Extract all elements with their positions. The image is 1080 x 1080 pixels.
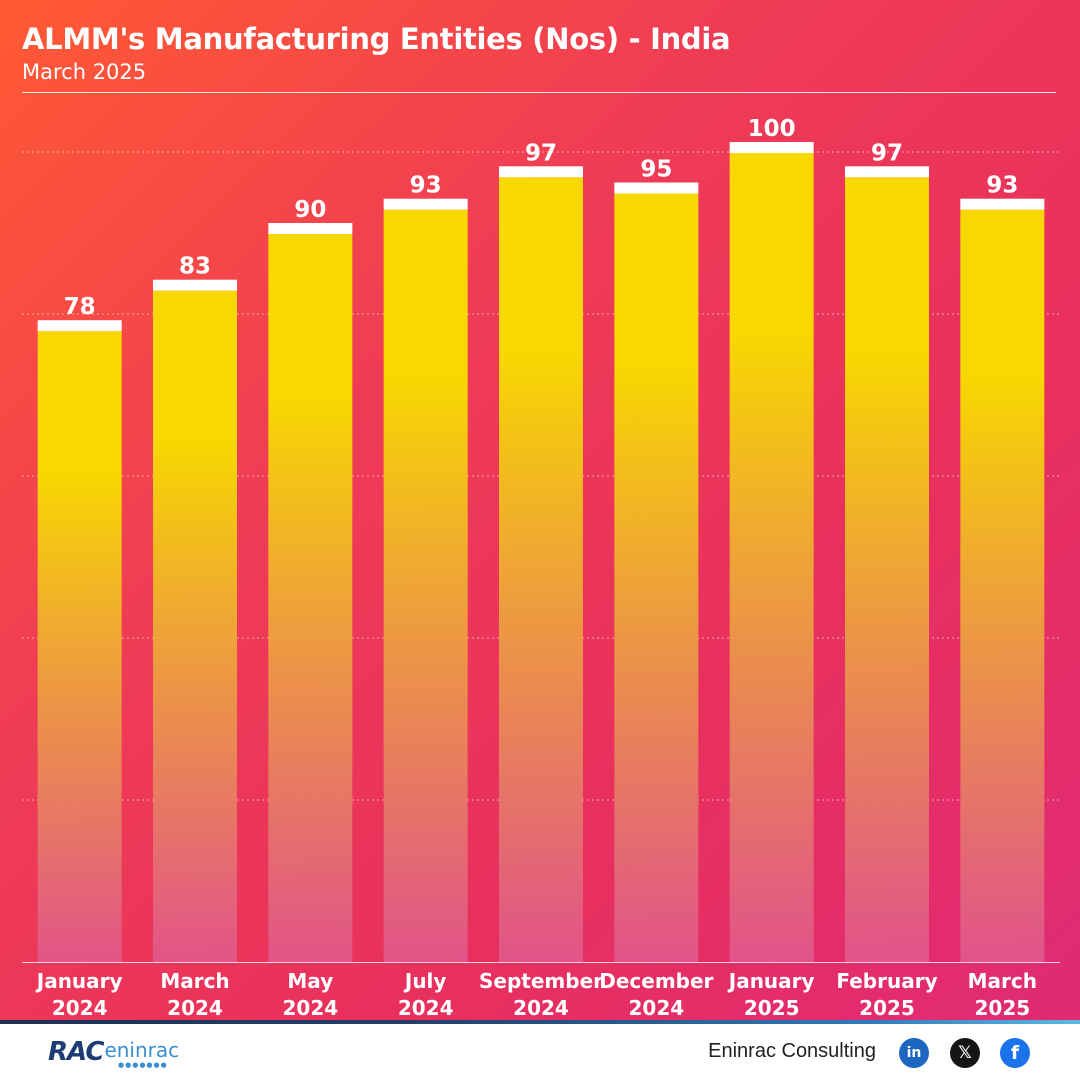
x-tick-label: 2024 <box>52 996 108 1020</box>
logo-dots: ●●●●●●● <box>118 1061 168 1069</box>
chart-subtitle: March 2025 <box>22 60 147 84</box>
bar <box>614 193 699 962</box>
x-tick-label: May <box>287 969 333 993</box>
bar-cap <box>845 166 929 178</box>
data-label: 100 <box>748 116 796 142</box>
bar <box>845 177 929 963</box>
x-tick-label: 2024 <box>167 996 223 1020</box>
bar <box>37 331 122 962</box>
linkedin-icon[interactable]: in <box>899 1038 929 1068</box>
x-tick-label: 2025 <box>974 996 1030 1020</box>
data-label: 93 <box>410 173 442 199</box>
bar-cap <box>383 198 468 210</box>
facebook-icon[interactable]: f <box>1000 1038 1030 1068</box>
x-icon[interactable]: 𝕏 <box>950 1038 980 1068</box>
x-tick-label: 2024 <box>398 996 454 1020</box>
bar-cap <box>499 166 583 178</box>
bar-cap <box>153 279 237 291</box>
data-label: 78 <box>64 294 96 320</box>
x-tick-label: 2025 <box>859 996 915 1020</box>
bar <box>153 290 237 962</box>
x-tick-label: 2024 <box>628 996 684 1020</box>
x-tick-label: December <box>599 969 713 993</box>
bar <box>268 234 353 962</box>
bar <box>960 209 1045 962</box>
bar-cap <box>268 223 353 234</box>
data-label: 97 <box>871 140 903 166</box>
chart-title: ALMM's Manufacturing Entities (Nos) - In… <box>22 22 731 56</box>
bar-cap <box>729 142 814 153</box>
bar-cap <box>614 182 699 194</box>
x-tick-label: January <box>727 969 815 993</box>
bar-cap <box>37 320 122 332</box>
data-label: 93 <box>986 173 1018 199</box>
x-tick-label: 2025 <box>744 996 800 1020</box>
footer-accent-band <box>0 1020 1080 1024</box>
footer: RAC eninrac ●●●●●●● Eninrac Consulting i… <box>0 1024 1080 1080</box>
bar-chart: 78 January 2024 83 March 2024 90 May 2024 93 July 2… <box>35 116 1045 1020</box>
x-tick-label: 2024 <box>282 996 338 1020</box>
bar <box>383 209 468 962</box>
x-tick-label: January <box>35 969 123 993</box>
data-label: 95 <box>640 157 672 183</box>
bar <box>729 153 814 962</box>
data-label: 90 <box>294 197 326 223</box>
bar-cap <box>960 198 1045 210</box>
eninrac-logo: RAC eninrac ●●●●●●● <box>48 1036 180 1069</box>
logo-word: eninrac <box>104 1038 180 1062</box>
x-tick-label: July <box>403 969 447 993</box>
x-tick-label: March <box>968 969 1037 993</box>
company-name: Eninrac Consulting <box>708 1040 876 1062</box>
x-tick-label: September <box>479 969 603 993</box>
data-label: 97 <box>525 140 557 166</box>
data-label: 83 <box>179 254 211 280</box>
x-tick-label: March <box>160 969 229 993</box>
x-tick-label: February <box>836 969 937 993</box>
bar <box>499 177 583 963</box>
header-divider <box>22 92 1056 93</box>
x-tick-label: 2024 <box>513 996 569 1020</box>
logo-mark: RAC <box>48 1037 104 1067</box>
